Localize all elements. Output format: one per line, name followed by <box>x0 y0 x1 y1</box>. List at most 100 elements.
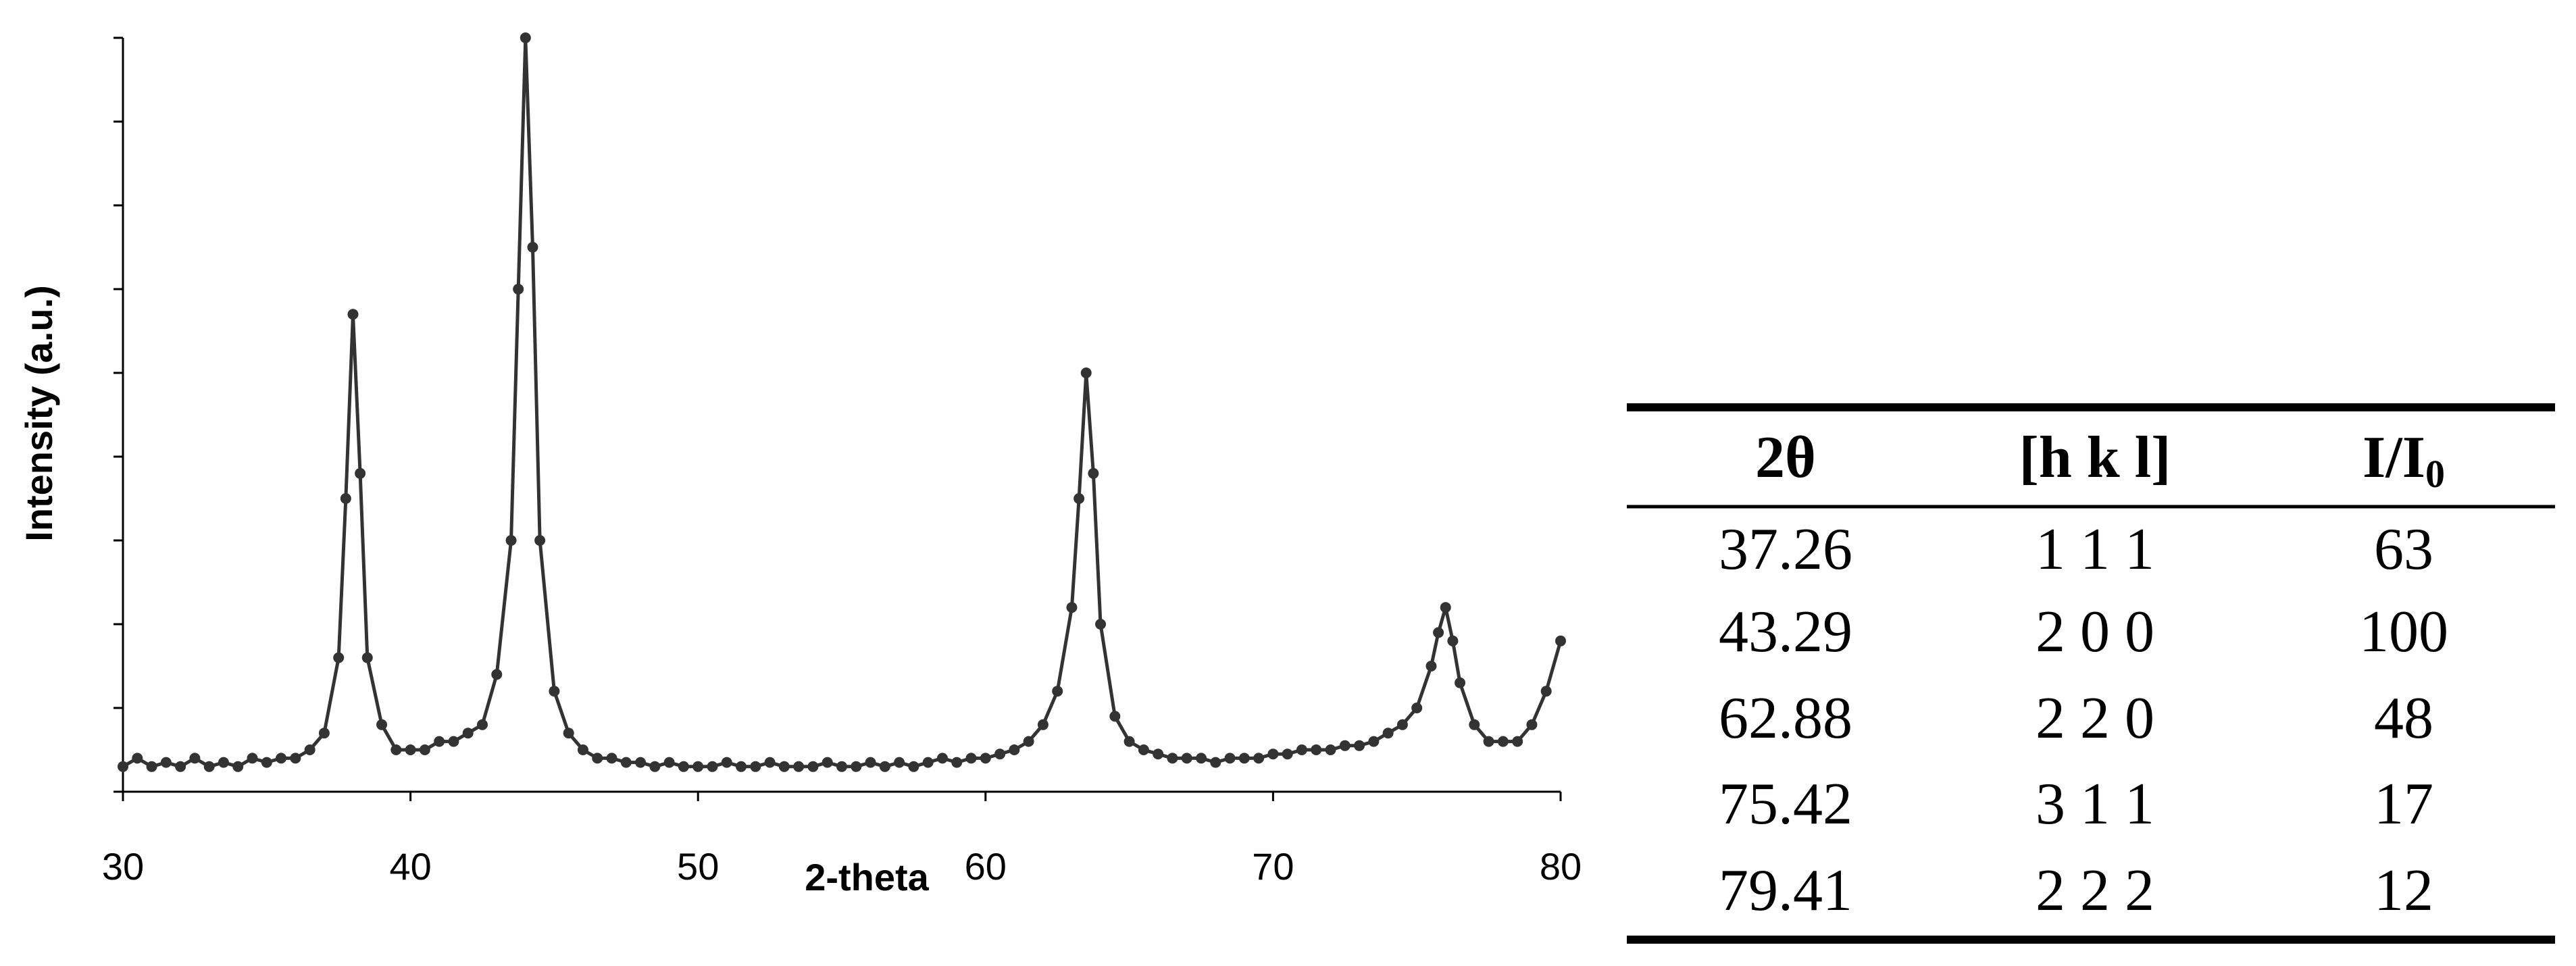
data-point <box>563 728 574 739</box>
data-point <box>1382 728 1394 739</box>
table-cell: 63 <box>2374 517 2433 582</box>
data-point <box>736 761 747 772</box>
x-tick-label: 60 <box>965 845 1007 888</box>
x-tick-label: 80 <box>1540 845 1582 888</box>
data-point <box>908 761 919 772</box>
data-point <box>1210 757 1221 768</box>
table-header: [h k l] <box>2019 425 2171 490</box>
table-cell: 2 2 2 <box>2036 858 2154 923</box>
data-point <box>1224 753 1236 764</box>
data-point <box>822 757 833 768</box>
data-point <box>620 757 632 768</box>
data-point <box>405 744 416 755</box>
data-point <box>203 761 215 772</box>
data-point <box>778 761 790 772</box>
data-point <box>333 652 345 663</box>
data-point <box>1354 740 1365 751</box>
data-point <box>340 493 351 504</box>
table-cell: 2 2 0 <box>2036 686 2154 751</box>
data-point <box>1153 748 1164 760</box>
data-point <box>513 284 524 295</box>
data-point <box>477 719 488 730</box>
data-point <box>678 761 689 772</box>
data-point <box>232 761 244 772</box>
data-point <box>649 761 661 772</box>
table-header-text: 2θ <box>1755 425 1816 490</box>
data-point <box>549 686 560 697</box>
data-point <box>376 719 388 730</box>
data-point <box>965 753 977 764</box>
table-cell: 100 <box>2359 599 2448 665</box>
data-point <box>1483 736 1494 747</box>
data-point <box>793 761 805 772</box>
table-header-text: I/I <box>2363 425 2425 490</box>
data-point <box>261 757 272 768</box>
data-point <box>434 736 445 747</box>
data-point <box>1425 661 1437 671</box>
data-point <box>1196 753 1207 764</box>
data-point <box>1253 753 1265 764</box>
data-point <box>1123 736 1135 747</box>
table-cell: 75.42 <box>1719 771 1852 837</box>
table-cell: 37.26 <box>1719 517 1852 582</box>
data-point <box>462 728 474 739</box>
data-point <box>534 535 546 546</box>
data-point <box>527 242 538 253</box>
data-point <box>692 761 704 772</box>
data-point <box>980 753 991 764</box>
data-point <box>836 761 847 772</box>
data-point <box>361 652 373 663</box>
data-point <box>1167 753 1178 764</box>
data-point <box>1296 744 1307 755</box>
data-point <box>894 757 905 768</box>
data-point <box>1440 602 1451 613</box>
data-point <box>865 757 876 768</box>
data-point <box>1088 467 1099 479</box>
table-header-text: [h k l] <box>2019 425 2171 490</box>
data-point <box>175 761 186 772</box>
data-point <box>1540 686 1552 697</box>
x-tick-label: 50 <box>677 845 719 888</box>
data-point <box>118 761 128 772</box>
data-point <box>1080 367 1092 378</box>
data-point <box>189 753 201 764</box>
table-cell: 79.41 <box>1719 858 1852 923</box>
data-point <box>750 761 761 772</box>
data-point <box>1497 736 1509 747</box>
data-point <box>160 757 172 768</box>
data-point <box>1282 748 1293 760</box>
data-point <box>318 728 330 739</box>
data-point <box>1396 719 1408 730</box>
data-point <box>1238 753 1250 764</box>
table-cell: 43.29 <box>1719 599 1852 665</box>
data-point <box>1447 635 1459 646</box>
data-point <box>951 757 963 768</box>
data-point <box>663 757 675 768</box>
table-cell: 2 0 0 <box>2036 599 2154 665</box>
table-header: I/I0 <box>2363 425 2445 496</box>
data-point <box>707 761 718 772</box>
x-tick-label: 30 <box>102 845 144 888</box>
data-point <box>448 736 459 747</box>
data-point <box>390 744 402 755</box>
data-point <box>851 761 862 772</box>
data-point <box>1455 677 1466 688</box>
data-point <box>764 757 776 768</box>
data-point <box>879 761 890 772</box>
data-point <box>1023 736 1034 747</box>
table-cell: 62.88 <box>1719 686 1852 751</box>
data-point <box>635 757 647 768</box>
data-point <box>1009 744 1020 755</box>
data-point <box>577 744 588 755</box>
data-point <box>304 744 315 755</box>
data-point <box>247 753 258 764</box>
data-point <box>1109 711 1121 722</box>
data-point <box>355 467 366 479</box>
data-point <box>1469 719 1480 730</box>
data-point <box>491 669 503 680</box>
data-point <box>1052 686 1063 697</box>
data-point <box>1138 744 1149 755</box>
table-cell: 17 <box>2374 771 2433 837</box>
data-point <box>218 757 229 768</box>
